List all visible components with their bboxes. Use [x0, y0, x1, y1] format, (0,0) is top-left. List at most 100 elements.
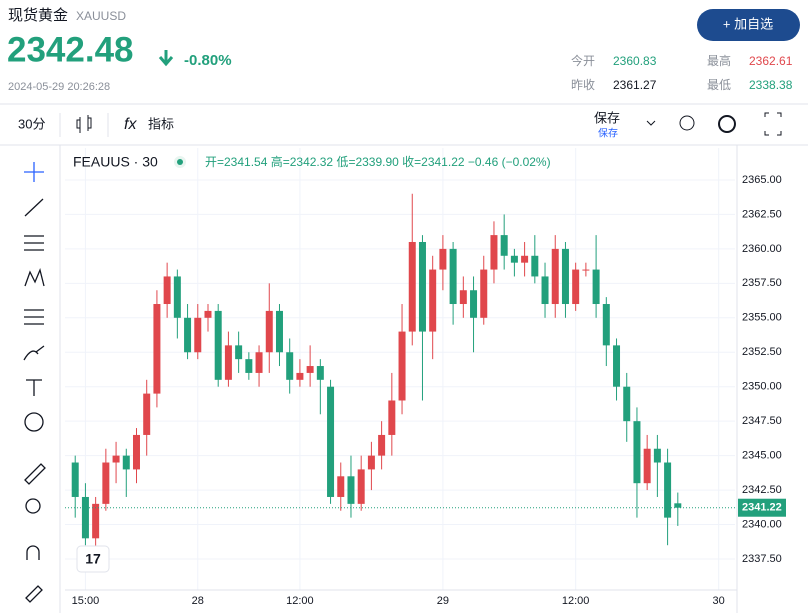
candle-body — [592, 269, 600, 305]
indicators-button[interactable]: 指标 — [148, 116, 174, 131]
candle-body — [602, 304, 610, 346]
candle-body — [367, 455, 375, 470]
name: 现货黄金 — [8, 7, 68, 24]
candle-body — [194, 317, 202, 353]
symbol: XAUUSD — [76, 9, 126, 23]
candle-body — [490, 235, 498, 270]
candle-body — [153, 304, 161, 394]
candle-body — [429, 269, 437, 332]
candle-body — [561, 248, 569, 305]
candle-body — [122, 455, 130, 470]
last-price-box — [738, 498, 786, 517]
candle-body — [470, 290, 478, 318]
candle-body — [439, 248, 447, 270]
stat-label: 昨收 — [571, 78, 595, 92]
candle-body — [357, 469, 365, 504]
stat-value: 2338.38 — [749, 78, 793, 92]
candle-body — [398, 331, 406, 401]
add-watchlist-label[interactable]: + 加自选 — [723, 16, 773, 31]
candle-body — [71, 462, 79, 497]
candle-body — [306, 366, 314, 373]
candle-body — [449, 248, 457, 305]
stat-label: 最高 — [707, 53, 731, 68]
candle-body — [572, 269, 580, 305]
last-price-label: 2341.22 — [742, 502, 782, 514]
change: -0.80% — [184, 52, 232, 69]
y-tick-label: 2357.50 — [742, 277, 782, 289]
tv-logo-text: 17 — [85, 551, 101, 567]
tv-logo — [76, 545, 110, 573]
x-tick-label: 12:00 — [562, 595, 590, 607]
stat-value: 2362.61 — [749, 54, 793, 68]
candle-body — [173, 276, 181, 318]
candle-body — [102, 462, 110, 504]
x-tick-label: 30 — [713, 595, 725, 607]
candle-body — [418, 241, 426, 332]
settings-icon[interactable] — [718, 115, 736, 133]
search-icon[interactable] — [679, 115, 695, 131]
x-tick-label: 28 — [192, 595, 204, 607]
candle-body — [337, 476, 345, 497]
candle-body — [214, 310, 222, 380]
candle-body — [643, 448, 651, 484]
candle-body — [378, 434, 386, 456]
candle-body — [112, 455, 120, 463]
dropdown-icon[interactable] — [646, 120, 656, 126]
candle-body — [653, 448, 661, 463]
candle-body — [81, 496, 89, 539]
y-tick-label: 2365.00 — [742, 174, 782, 186]
candle-body — [531, 255, 539, 277]
chart: 2337.50 2340.00 2342.50 2345.00 2347.50 2350.… — [65, 145, 786, 613]
candle-body — [551, 248, 559, 305]
x-tick-label: 12:00 — [286, 595, 314, 607]
candle-body — [296, 372, 304, 380]
save-button[interactable]: 保存 — [594, 110, 620, 125]
drawing-tools[interactable] — [23, 162, 46, 603]
stat-value: 2361.27 — [613, 78, 657, 92]
y-tick-label: 2362.50 — [742, 208, 782, 220]
candle-body — [541, 276, 549, 305]
candle-body — [255, 352, 263, 373]
y-tick-label: 2340.00 — [742, 518, 782, 530]
candle-body — [500, 235, 508, 256]
fullscreen-icon[interactable] — [764, 112, 782, 136]
legend-ohlc: 开=2341.54 高=2342.32 低=2339.90 收=2341.22 … — [205, 154, 551, 169]
add-watchlist-button[interactable] — [697, 9, 800, 41]
candle-body — [633, 421, 641, 484]
legend-symbol: FEAUUS · 30 — [73, 154, 158, 170]
chart-type-icon[interactable] — [76, 115, 92, 133]
y-tick-label: 2337.50 — [742, 553, 782, 565]
candle-body — [92, 503, 100, 539]
y-tick-label: 2360.00 — [742, 243, 782, 255]
candle-body — [623, 386, 631, 422]
candle-body — [582, 269, 590, 271]
candle-body — [184, 317, 192, 353]
candle-body — [388, 400, 396, 435]
candle-body — [275, 310, 283, 353]
fx-icon[interactable]: fx — [124, 116, 137, 133]
price: 2342.48 — [7, 30, 134, 69]
stat-label: 今开 — [571, 53, 595, 68]
candle-body — [347, 476, 355, 504]
save-sub: 保存 — [598, 127, 618, 140]
status-dot-inner — [177, 159, 183, 165]
x-tick-label: 15:00 — [72, 595, 100, 607]
y-tick-label: 2345.00 — [742, 450, 782, 462]
down-arrow — [158, 50, 174, 67]
candle-body — [286, 352, 294, 380]
candle-body — [521, 255, 529, 263]
candle-body — [664, 462, 672, 518]
candle-body — [327, 386, 335, 497]
candle-body — [613, 345, 621, 387]
y-tick-label: 2352.50 — [742, 346, 782, 358]
stat-value: 2360.83 — [613, 54, 657, 68]
candle-body — [224, 345, 232, 380]
y-tick-label: 2342.50 — [742, 484, 782, 496]
y-tick-label: 2350.00 — [742, 381, 782, 393]
interval-button[interactable]: 30分 — [18, 116, 45, 131]
candle-body — [132, 434, 140, 470]
candle-body — [143, 393, 151, 435]
candle-body — [204, 310, 212, 318]
candle-body — [316, 366, 324, 380]
candle-body — [163, 276, 171, 305]
